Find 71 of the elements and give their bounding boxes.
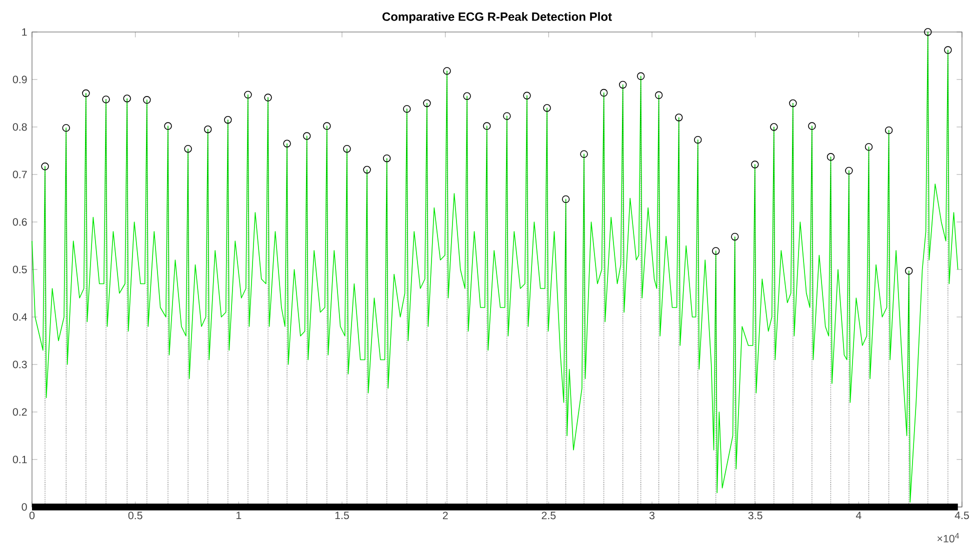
point — [712, 247, 720, 255]
x-tick-label: 4.5 — [954, 512, 969, 520]
point — [845, 166, 853, 175]
x-tick-label: 4 — [856, 512, 862, 520]
y-tick-label: 0.9 — [12, 76, 27, 84]
point — [204, 126, 212, 134]
point — [102, 96, 110, 104]
point — [82, 89, 90, 98]
point — [443, 67, 451, 75]
point — [751, 160, 759, 168]
chart-title: Comparative ECG R-Peak Detection Plot — [382, 12, 612, 24]
point — [463, 92, 471, 100]
point — [826, 153, 835, 161]
point — [62, 124, 70, 132]
point — [403, 105, 411, 113]
point — [523, 92, 531, 100]
point — [674, 114, 683, 122]
x-tick-label: 0.5 — [128, 512, 142, 520]
y-tick-label: 0.4 — [12, 313, 27, 321]
y-tick-label: 0 — [22, 503, 27, 511]
y-tick-label: 0.2 — [12, 408, 27, 416]
point — [770, 123, 778, 131]
point — [184, 144, 192, 153]
point — [808, 122, 816, 130]
point — [323, 122, 331, 130]
point — [224, 116, 232, 124]
point — [789, 99, 797, 108]
point — [343, 144, 351, 153]
point — [731, 232, 739, 241]
point — [382, 154, 391, 162]
text: ×10$^{4}$ — [937, 533, 960, 542]
point — [924, 28, 932, 36]
x-tick-label: 1 — [236, 512, 242, 520]
point — [694, 136, 702, 144]
point — [303, 132, 311, 140]
x-tick-label: 2 — [442, 512, 448, 520]
point — [944, 46, 952, 54]
point — [580, 150, 588, 158]
point — [283, 140, 291, 148]
point — [618, 80, 627, 89]
line-series — [32, 32, 958, 503]
point — [636, 72, 645, 80]
point — [423, 99, 431, 108]
x-tick-label: 3.5 — [748, 512, 762, 520]
y-tick-label: 0.8 — [12, 123, 27, 131]
point — [600, 88, 608, 97]
y-tick-label: 0.1 — [12, 456, 27, 464]
point — [244, 90, 252, 99]
point — [503, 112, 511, 120]
x-tick-label: 2.5 — [542, 512, 556, 520]
point — [562, 195, 570, 204]
point — [654, 91, 663, 100]
point — [864, 143, 873, 151]
point — [41, 162, 49, 170]
y-tick-label: 0.3 — [12, 360, 27, 368]
point — [884, 126, 893, 134]
point — [483, 122, 491, 130]
x-tick-label: 0 — [29, 512, 35, 520]
point — [264, 94, 272, 102]
y-tick-label: 0.5 — [12, 266, 27, 274]
y-tick-label: 0.7 — [12, 170, 27, 178]
x-tick-label: 1.5 — [335, 512, 349, 520]
y-tick-label: 1 — [22, 28, 27, 36]
x-tick-label: 3 — [649, 512, 654, 520]
point — [543, 104, 551, 112]
point — [905, 267, 913, 275]
point — [164, 122, 172, 130]
y-tick-label: 0.6 — [12, 218, 27, 226]
point — [363, 166, 371, 174]
point — [143, 96, 151, 104]
point — [123, 94, 131, 102]
